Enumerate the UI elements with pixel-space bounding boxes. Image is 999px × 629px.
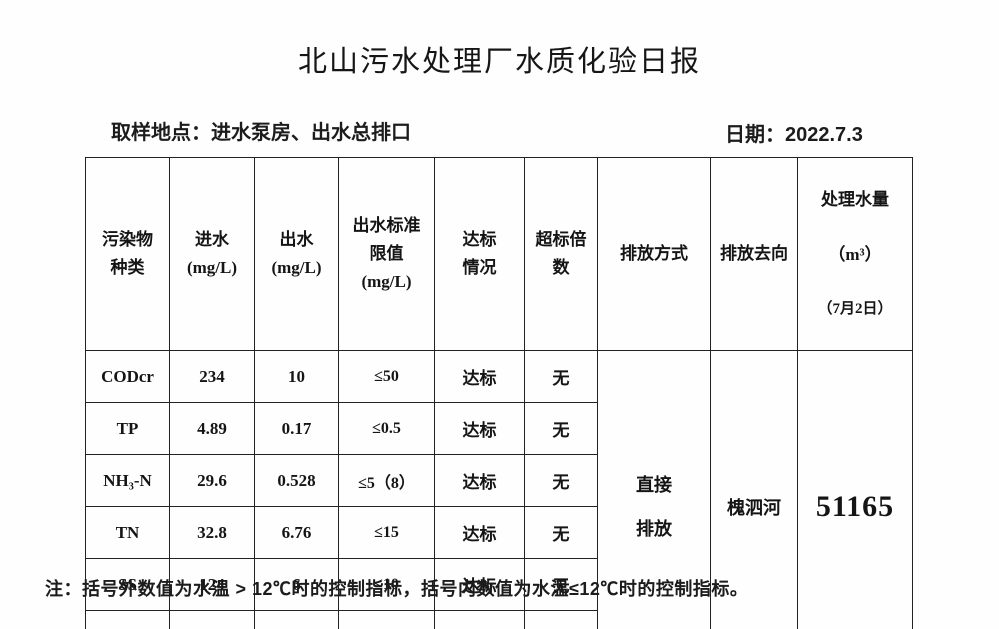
cell-status: 达标: [434, 350, 525, 403]
cell-effluent: 6: [254, 558, 339, 611]
header-influent: 进水 (mg/L): [169, 157, 255, 351]
cell-influent: 234: [169, 350, 255, 403]
table-row: TN 32.8 6.76 ≤15 达标 无: [85, 506, 913, 559]
meta-row: 取样地点：进水泵房、出水总排口 日期：2022.7.3: [0, 116, 999, 146]
cell-effluent: 6.76: [254, 506, 339, 559]
cell-status: 达标: [434, 610, 525, 629]
header-discharge-method: 排放方式: [597, 157, 711, 351]
table-row: PH 7.81 7.36 6-9（无量纲） 达标 无: [85, 610, 913, 629]
treated-volume-date: （7月2日）: [817, 301, 893, 317]
cell-limit: ≤5（8）: [338, 454, 435, 507]
cell-pollutant: PH: [85, 610, 170, 629]
cell-pollutant: CODcr: [85, 350, 170, 403]
cell-exceed: 无: [524, 402, 598, 455]
cell-effluent: 7.36: [254, 610, 339, 629]
cell-pollutant: TP: [85, 402, 170, 455]
cell-influent: 4.89: [169, 402, 255, 455]
cell-influent: 29.6: [169, 454, 255, 507]
cell-exceed: 无: [524, 454, 598, 507]
cell-status: 达标: [434, 454, 525, 507]
cell-exceed: 无: [524, 506, 598, 559]
cell-pollutant: TN: [85, 506, 170, 559]
cell-pollutant: NH₃-N: [85, 454, 170, 507]
header-exceed-multiple: 超标倍 数: [524, 157, 598, 351]
header-discharge-destination: 排放去向: [710, 157, 798, 351]
cell-pollutant: SS: [85, 558, 170, 611]
table-row: CODcr 234 10 ≤50 达标 无 直接 排放 槐泗河 51165: [85, 350, 913, 629]
cell-effluent: 10: [254, 350, 339, 403]
table-row: SS 124 6 ≤10 达标 无: [85, 558, 913, 611]
cell-effluent: 0.528: [254, 454, 339, 507]
page-title: 北山污水处理厂水质化验日报: [297, 46, 701, 78]
cell-limit: ≤15: [338, 506, 435, 559]
cell-status: 达标: [434, 558, 525, 611]
water-quality-table: 污染物 种类 进水 (mg/L) 出水 (mg/L) 出水标准 限值 (mg/L…: [85, 157, 913, 629]
header-row: 污染物 种类 进水 (mg/L) 出水 (mg/L) 出水标准 限值 (mg/L…: [85, 157, 913, 351]
cell-exceed: 无: [524, 350, 598, 403]
cell-treated-volume: 51165: [797, 350, 913, 629]
cell-limit: ≤50: [338, 350, 435, 403]
cell-limit: ≤0.5: [338, 402, 435, 455]
cell-exceed: 无: [524, 610, 598, 629]
treated-volume-unit: （m³）: [828, 245, 882, 264]
header-pollutant-type: 污染物 种类: [85, 157, 170, 351]
header-compliance-status: 达标 情况: [434, 157, 525, 351]
cell-limit: ≤10: [338, 558, 435, 611]
report-date: 日期：2022.7.3: [725, 124, 863, 146]
header-effluent: 出水 (mg/L): [254, 157, 339, 351]
sampling-location: 取样地点：进水泵房、出水总排口: [111, 122, 411, 144]
cell-influent: 124: [169, 558, 255, 611]
cell-discharge-method: 直接 排放: [597, 350, 711, 629]
cell-effluent: 0.17: [254, 402, 339, 455]
table-row: NH₃-N 29.6 0.528 ≤5（8） 达标 无: [85, 454, 913, 507]
cell-exceed: 无: [524, 558, 598, 611]
header-effluent-limit: 出水标准 限值 (mg/L): [338, 157, 435, 351]
cell-limit: 6-9（无量纲）: [338, 610, 435, 629]
header-treated-volume: 处理水量 （m³） （7月2日）: [797, 157, 913, 351]
footnote: 注：括号外数值为水温 > 12℃时的控制指标，括号内数值为水温≤12℃时的控制指…: [45, 579, 749, 599]
cell-status: 达标: [434, 506, 525, 559]
treated-volume-title: 处理水量: [821, 190, 889, 209]
cell-influent: 7.81: [169, 610, 255, 629]
cell-status: 达标: [434, 402, 525, 455]
cell-influent: 32.8: [169, 506, 255, 559]
